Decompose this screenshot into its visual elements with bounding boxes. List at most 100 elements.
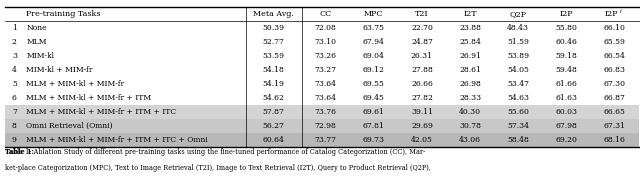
Text: 73.10: 73.10 xyxy=(315,38,337,46)
Text: 27.82: 27.82 xyxy=(411,94,433,102)
Text: 22.70: 22.70 xyxy=(411,24,433,32)
Text: MLM + MIM-kl + MIM-fr + ITM + ITC + Omni: MLM + MIM-kl + MIM-fr + ITM + ITC + Omni xyxy=(26,136,208,144)
Text: 26.31: 26.31 xyxy=(411,52,433,60)
Text: 73.27: 73.27 xyxy=(315,66,337,74)
Text: 61.66: 61.66 xyxy=(556,80,577,88)
Text: 54.63: 54.63 xyxy=(508,94,529,102)
Bar xyxy=(5,119,639,133)
Text: Meta Avg.: Meta Avg. xyxy=(253,10,294,18)
Text: 58.48: 58.48 xyxy=(508,136,529,144)
Text: 63.75: 63.75 xyxy=(363,24,385,32)
Bar xyxy=(5,77,639,91)
Text: Table 1: Ablation Study of different pre-training tasks using the fine-tuned per: Table 1: Ablation Study of different pre… xyxy=(5,148,426,156)
Text: I2T: I2T xyxy=(463,10,477,18)
Text: 24.87: 24.87 xyxy=(411,38,433,46)
Bar xyxy=(5,105,639,119)
Text: 2: 2 xyxy=(12,38,17,46)
Text: 53.59: 53.59 xyxy=(263,52,285,60)
Text: 69.55: 69.55 xyxy=(363,80,385,88)
Text: 69.61: 69.61 xyxy=(363,108,385,116)
Text: 68.16: 68.16 xyxy=(604,136,625,144)
Text: 72.98: 72.98 xyxy=(315,122,337,130)
Text: 56.27: 56.27 xyxy=(263,122,285,130)
Text: 69.12: 69.12 xyxy=(363,66,385,74)
Text: 42.05: 42.05 xyxy=(411,136,433,144)
Text: 67.98: 67.98 xyxy=(556,122,577,130)
Text: 26.91: 26.91 xyxy=(459,52,481,60)
Text: T2I: T2I xyxy=(415,10,429,18)
Text: 67.31: 67.31 xyxy=(604,122,626,130)
Text: 65.59: 65.59 xyxy=(604,38,625,46)
Text: 69.20: 69.20 xyxy=(556,136,577,144)
Text: MLM + MIM-kl + MIM-fr: MLM + MIM-kl + MIM-fr xyxy=(26,80,124,88)
Text: 61.63: 61.63 xyxy=(556,94,577,102)
Text: 29.69: 29.69 xyxy=(411,122,433,130)
Bar xyxy=(5,21,639,35)
Text: 67.30: 67.30 xyxy=(604,80,626,88)
Text: 23.88: 23.88 xyxy=(459,24,481,32)
Text: None: None xyxy=(26,24,47,32)
Text: MLM + MIM-kl + MIM-fr + ITM: MLM + MIM-kl + MIM-fr + ITM xyxy=(26,94,151,102)
Text: Q2P: Q2P xyxy=(510,10,527,18)
Text: 73.76: 73.76 xyxy=(315,108,337,116)
Bar xyxy=(5,63,639,77)
Text: 26.98: 26.98 xyxy=(459,80,481,88)
Text: 3: 3 xyxy=(12,52,17,60)
Text: 54.05: 54.05 xyxy=(508,66,529,74)
Text: 67.94: 67.94 xyxy=(363,38,385,46)
Text: 73.77: 73.77 xyxy=(315,136,337,144)
Text: 57.87: 57.87 xyxy=(263,108,285,116)
Text: 69.04: 69.04 xyxy=(363,52,385,60)
Text: ket-place Categorization (MPC), Text to Image Retrieval (T2I), Image to Text Ret: ket-place Categorization (MPC), Text to … xyxy=(5,164,431,172)
Text: 67.81: 67.81 xyxy=(363,122,385,130)
Text: 73.26: 73.26 xyxy=(315,52,337,60)
Text: MIM-kl: MIM-kl xyxy=(26,52,54,60)
Text: 4: 4 xyxy=(12,66,17,74)
Text: 1: 1 xyxy=(12,24,17,32)
Bar xyxy=(5,133,639,147)
Text: 57.34: 57.34 xyxy=(508,122,529,130)
Text: MLM: MLM xyxy=(26,38,47,46)
Text: 40.30: 40.30 xyxy=(459,108,481,116)
Text: 39.11: 39.11 xyxy=(411,108,433,116)
Text: 52.77: 52.77 xyxy=(263,38,285,46)
Text: 60.03: 60.03 xyxy=(556,108,577,116)
Text: I2P: I2P xyxy=(605,10,618,18)
Text: 53.89: 53.89 xyxy=(508,52,529,60)
Text: 73.64: 73.64 xyxy=(315,94,337,102)
Text: 48.43: 48.43 xyxy=(508,24,529,32)
Text: 5: 5 xyxy=(12,80,17,88)
Text: MIM-kl + MIM-fr: MIM-kl + MIM-fr xyxy=(26,66,93,74)
Text: 51.59: 51.59 xyxy=(508,38,529,46)
Text: 28.61: 28.61 xyxy=(459,66,481,74)
Text: 26.66: 26.66 xyxy=(411,80,433,88)
Text: 66.10: 66.10 xyxy=(604,24,625,32)
Text: 8: 8 xyxy=(12,122,17,130)
Text: 30.78: 30.78 xyxy=(459,122,481,130)
Text: 6: 6 xyxy=(12,94,17,102)
Text: MPC: MPC xyxy=(364,10,383,18)
Text: 60.46: 60.46 xyxy=(556,38,577,46)
Text: Table 1:: Table 1: xyxy=(5,148,34,156)
Text: 72.08: 72.08 xyxy=(315,24,337,32)
Text: 55.60: 55.60 xyxy=(508,108,529,116)
Text: 25.84: 25.84 xyxy=(459,38,481,46)
Text: Pre-training Tasks: Pre-training Tasks xyxy=(26,10,100,18)
Text: i: i xyxy=(620,9,621,14)
Text: 27.88: 27.88 xyxy=(411,66,433,74)
Text: I2P: I2P xyxy=(560,10,573,18)
Text: 66.87: 66.87 xyxy=(604,94,625,102)
Text: 9: 9 xyxy=(12,136,17,144)
Text: 66.65: 66.65 xyxy=(604,108,625,116)
Text: 54.19: 54.19 xyxy=(263,80,285,88)
Text: 55.80: 55.80 xyxy=(556,24,577,32)
Text: MLM + MIM-kl + MIM-fr + ITM + ITC: MLM + MIM-kl + MIM-fr + ITM + ITC xyxy=(26,108,177,116)
Text: 69.73: 69.73 xyxy=(363,136,385,144)
Text: 28.33: 28.33 xyxy=(459,94,481,102)
Text: Omni Retrieval (Omni): Omni Retrieval (Omni) xyxy=(26,122,113,130)
Text: 66.54: 66.54 xyxy=(604,52,625,60)
Text: 50.39: 50.39 xyxy=(263,24,285,32)
Text: 59.18: 59.18 xyxy=(556,52,577,60)
Bar xyxy=(5,91,639,105)
Bar xyxy=(5,49,639,63)
